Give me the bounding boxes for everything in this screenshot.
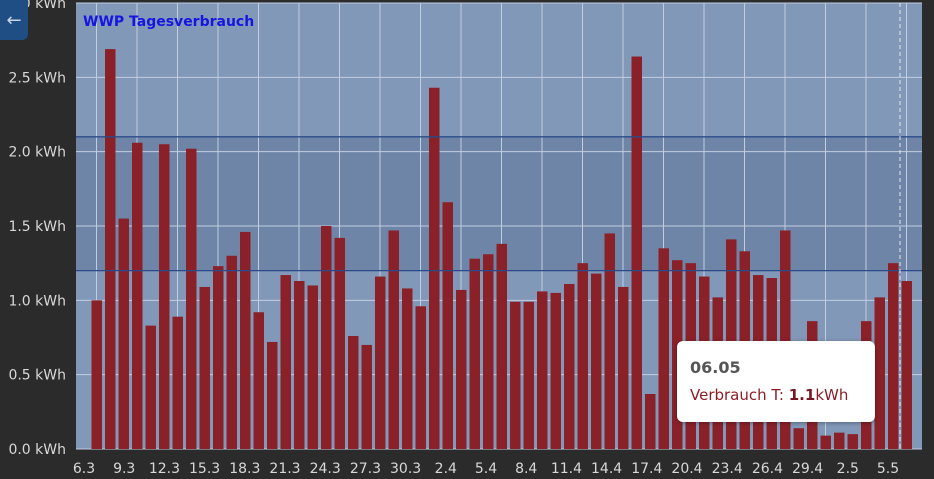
x-tick-label: 14.4 — [591, 461, 622, 477]
bar — [618, 286, 629, 449]
bar — [118, 218, 129, 449]
bar — [510, 301, 521, 449]
x-tick-label: 11.4 — [551, 461, 582, 477]
y-tick-label: 2.5 kWh — [8, 70, 66, 86]
bar — [820, 435, 831, 449]
bar — [321, 226, 332, 449]
x-tick-label: 9.3 — [113, 461, 135, 477]
bar — [186, 148, 197, 449]
bar — [577, 263, 588, 449]
bar — [280, 275, 291, 449]
bar — [132, 142, 143, 449]
bar — [496, 243, 507, 449]
bar — [199, 286, 210, 449]
bar — [631, 56, 642, 450]
bar — [388, 230, 399, 449]
bar — [847, 434, 858, 449]
bar — [658, 248, 669, 449]
bar — [591, 273, 602, 449]
tooltip: 06.05 Verbrauch T: 1.1kWh — [677, 341, 875, 422]
x-tick-label: 24.3 — [310, 461, 341, 477]
tooltip-value-line: Verbrauch T: 1.1kWh — [690, 386, 875, 404]
tooltip-unit: kWh — [815, 386, 849, 404]
bar — [469, 258, 480, 449]
bar — [105, 49, 116, 449]
x-tick-label: 17.4 — [631, 461, 662, 477]
bar — [267, 341, 278, 449]
y-tick-label: 1.0 kWh — [8, 293, 66, 309]
y-tick-label: 0.5 kWh — [8, 368, 66, 384]
bar — [834, 432, 845, 449]
bar — [159, 144, 170, 449]
bar — [361, 344, 372, 449]
bar — [226, 255, 237, 449]
y-tick-label: 2.0 kWh — [8, 145, 66, 161]
x-tick-label: 15.3 — [189, 461, 220, 477]
bar — [402, 288, 413, 449]
y-tick-label: 0.0 kWh — [8, 442, 66, 458]
bar — [442, 202, 453, 449]
tooltip-value: 1.1 — [788, 386, 816, 404]
x-tick-label: 20.4 — [671, 461, 702, 477]
x-tick-label: 2.5 — [837, 461, 859, 477]
bar — [645, 393, 656, 449]
bar — [145, 325, 156, 449]
bar — [91, 300, 102, 449]
back-button[interactable]: ← — [0, 0, 28, 40]
x-tick-label: 12.3 — [149, 461, 180, 477]
x-tick-label: 21.3 — [269, 461, 300, 477]
x-tick-label: 30.3 — [390, 461, 421, 477]
bar — [901, 281, 912, 449]
x-tick-label: 18.3 — [229, 461, 260, 477]
bar — [523, 301, 534, 449]
x-tick-label: 6.3 — [73, 461, 95, 477]
x-tick-label: 5.5 — [877, 461, 899, 477]
bar — [483, 254, 494, 449]
bar — [375, 276, 386, 449]
bar — [415, 306, 426, 449]
x-tick-label: 5.4 — [475, 461, 497, 477]
bar — [564, 283, 575, 449]
bar — [253, 312, 264, 449]
bar — [213, 266, 224, 449]
bar — [550, 292, 561, 449]
x-tick-label: 2.4 — [435, 461, 457, 477]
x-tick-label: 8.4 — [515, 461, 537, 477]
bar — [780, 230, 791, 449]
bar — [604, 233, 615, 449]
bar — [429, 87, 440, 450]
bar — [348, 336, 359, 449]
x-tick-label: 29.4 — [792, 461, 823, 477]
bar — [793, 428, 804, 449]
tooltip-date: 06.05 — [690, 358, 741, 377]
bar — [240, 231, 251, 449]
bar — [456, 289, 467, 449]
y-tick-label: 1.5 kWh — [8, 219, 66, 235]
bar — [537, 291, 548, 449]
x-tick-label: 23.4 — [712, 461, 743, 477]
bar — [334, 237, 345, 449]
tooltip-label: Verbrauch T: — [690, 386, 789, 404]
x-tick-label: 26.4 — [752, 461, 783, 477]
chart-title: WWP Tagesverbrauch — [83, 14, 255, 30]
bar — [307, 285, 318, 449]
bar — [888, 263, 899, 449]
bar — [294, 281, 305, 449]
arrow-left-icon: ← — [6, 9, 22, 31]
bar — [874, 297, 885, 449]
x-tick-label: 27.3 — [350, 461, 381, 477]
bar — [172, 316, 183, 449]
